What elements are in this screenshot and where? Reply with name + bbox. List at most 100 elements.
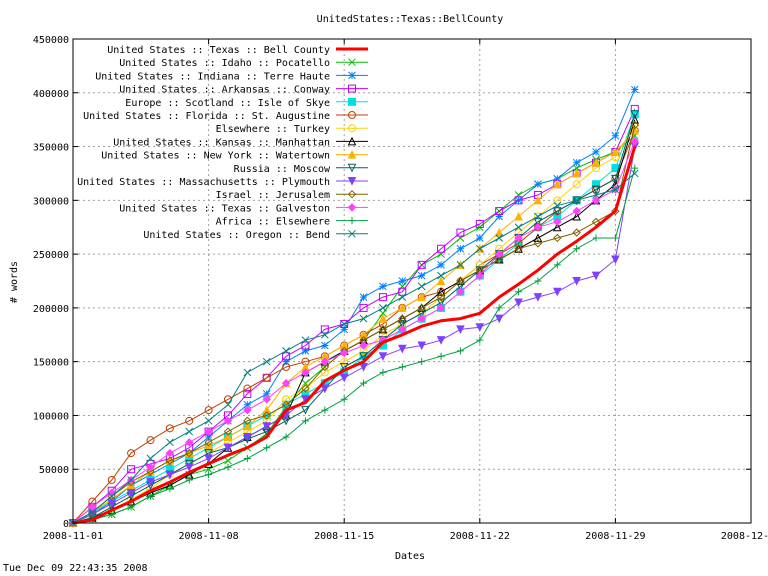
- data-point: [533, 223, 543, 232]
- data-point: [495, 207, 504, 216]
- data-point: [630, 136, 639, 146]
- legend-label: Africa :: Elsewhere: [216, 217, 330, 228]
- series-1: [72, 146, 637, 525]
- data-point: [591, 271, 601, 281]
- data-point: [359, 314, 368, 323]
- data-point: [552, 287, 562, 297]
- data-point: [514, 244, 523, 253]
- legend-label: United States :: Kansas :: Manhattan: [113, 137, 330, 148]
- data-point: [340, 325, 349, 334]
- data-point: [533, 239, 543, 248]
- y-axis-label: # words: [9, 261, 20, 303]
- data-point: [146, 436, 155, 445]
- data-point: [495, 212, 504, 221]
- data-point: [456, 325, 465, 335]
- data-point: [204, 427, 213, 436]
- data-point: [611, 185, 620, 194]
- x-tick-label: 2008-11-29: [585, 531, 645, 542]
- data-point: [204, 438, 213, 447]
- data-point: [456, 234, 465, 242]
- series-line: [72, 146, 637, 525]
- data-point: [224, 400, 232, 409]
- data-point: [475, 323, 485, 332]
- y-tick-label: 50000: [39, 465, 69, 476]
- data-point: [348, 124, 356, 133]
- data-point: [436, 292, 446, 302]
- data-point: [378, 325, 388, 334]
- data-point: [320, 325, 329, 334]
- data-point: [243, 416, 252, 426]
- data-point: [301, 406, 310, 415]
- data-point: [553, 233, 562, 243]
- data-point: [417, 260, 426, 269]
- series-lines: [68, 85, 640, 528]
- data-point: [126, 488, 136, 498]
- data-point: [127, 476, 135, 484]
- y-tick-label: 100000: [33, 411, 69, 422]
- data-point: [321, 406, 329, 414]
- data-point: [378, 293, 387, 302]
- data-point: [553, 217, 562, 227]
- data-point: [573, 245, 581, 253]
- data-point: [340, 320, 349, 329]
- data-point: [611, 206, 620, 216]
- data-point: [359, 341, 368, 350]
- data-point: [553, 174, 562, 183]
- data-point: [262, 373, 271, 382]
- data-point: [572, 228, 581, 237]
- data-point: [591, 185, 601, 195]
- data-point: [243, 432, 252, 442]
- y-tick-label: 300000: [33, 196, 69, 207]
- data-point: [262, 405, 272, 415]
- data-point: [514, 211, 523, 221]
- data-point: [514, 298, 523, 308]
- footer-timestamp: Tue Dec 09 22:43:35 2008: [3, 563, 148, 574]
- data-point: [572, 277, 581, 286]
- data-point: [379, 309, 387, 318]
- y-tick-label: 350000: [33, 143, 69, 154]
- data-point: [379, 282, 387, 291]
- data-point: [165, 456, 175, 465]
- data-point: [320, 330, 329, 339]
- data-point: [398, 325, 407, 334]
- data-point: [165, 424, 174, 433]
- data-point: [437, 244, 446, 253]
- data-point: [514, 233, 523, 243]
- data-point: [243, 384, 252, 393]
- legend-label: Russia :: Moscow: [234, 164, 331, 175]
- legend-entry: United States :: Idaho :: Pocatello: [119, 58, 368, 69]
- data-point: [340, 357, 349, 366]
- data-point: [185, 476, 193, 484]
- data-point: [185, 448, 194, 458]
- data-point: [348, 58, 356, 67]
- data-point: [572, 211, 581, 221]
- data-point: [339, 348, 349, 358]
- data-point: [301, 347, 310, 355]
- data-point: [494, 227, 504, 237]
- series-14: [69, 164, 639, 527]
- data-point: [456, 261, 465, 269]
- data-point: [456, 276, 465, 286]
- data-point: [533, 212, 542, 221]
- data-point: [320, 384, 330, 394]
- data-point: [398, 293, 407, 301]
- data-point: [398, 287, 407, 296]
- data-point: [184, 463, 194, 472]
- data-point: [553, 261, 561, 269]
- data-point: [243, 389, 252, 398]
- data-point: [572, 196, 581, 205]
- data-point: [281, 400, 291, 409]
- data-point: [495, 234, 504, 242]
- data-point: [456, 228, 465, 237]
- data-point: [301, 336, 310, 345]
- legend-label: Israel :: Jerusalem: [216, 190, 330, 201]
- data-point: [398, 303, 407, 312]
- data-point: [223, 427, 233, 436]
- series-line: [72, 141, 636, 524]
- data-point: [165, 470, 175, 480]
- data-point: [611, 131, 620, 140]
- data-point: [572, 180, 581, 189]
- legend-entry: United States :: Texas :: Bell County: [107, 45, 368, 56]
- series-line: [72, 146, 636, 524]
- x-tick-label: 2008-11-15: [314, 531, 374, 542]
